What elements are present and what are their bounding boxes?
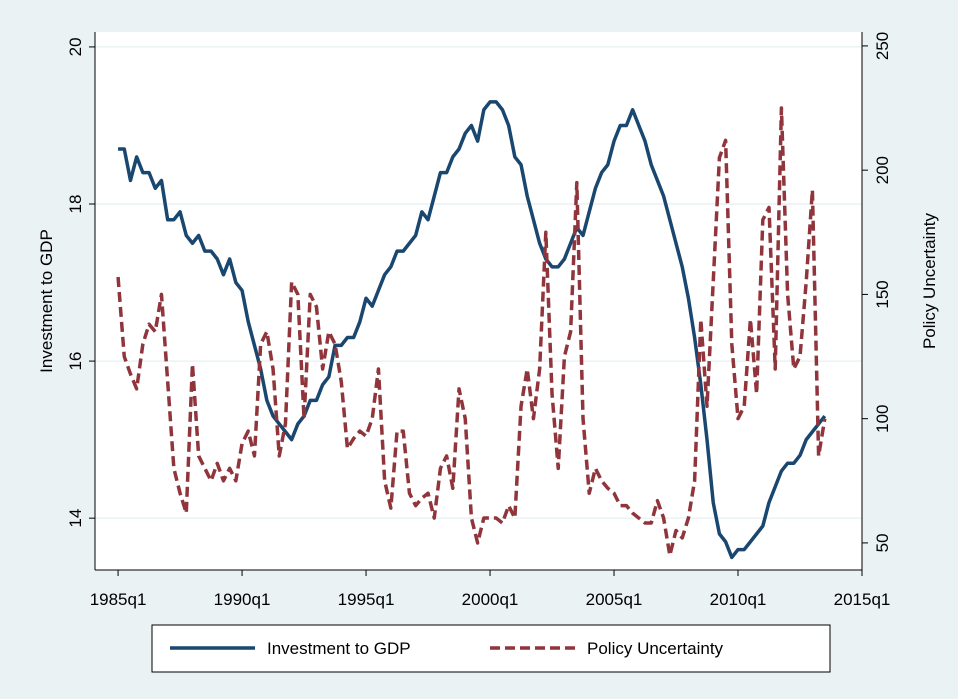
y2-tick-label: 200 <box>873 156 892 184</box>
legend-label: Policy Uncertainty <box>587 639 724 658</box>
y-axis-title: Investment to GDP <box>37 229 56 373</box>
y2-tick-label: 250 <box>873 32 892 60</box>
y-tick-label: 18 <box>66 195 85 214</box>
x-tick-label: 2015q1 <box>834 590 891 609</box>
legend-label: Investment to GDP <box>267 639 411 658</box>
y2-tick-label: 150 <box>873 280 892 308</box>
series-line <box>118 100 827 560</box>
y-tick-label: 14 <box>66 509 85 528</box>
y2-tick-label: 100 <box>873 404 892 432</box>
x-tick-label: 2000q1 <box>462 590 519 609</box>
x-tick-label: 1985q1 <box>90 590 147 609</box>
x-tick-label: 2010q1 <box>710 590 767 609</box>
x-tick-label: 1990q1 <box>214 590 271 609</box>
x-tick-label: 2005q1 <box>586 590 643 609</box>
series-line <box>116 106 827 558</box>
y-tick-label: 20 <box>66 37 85 56</box>
y2-axis-title: Policy Uncertainty <box>920 212 939 349</box>
plot-area <box>95 32 862 570</box>
y2-tick-label: 50 <box>873 533 892 552</box>
x-tick-label: 1995q1 <box>338 590 395 609</box>
y-tick-label: 16 <box>66 352 85 371</box>
